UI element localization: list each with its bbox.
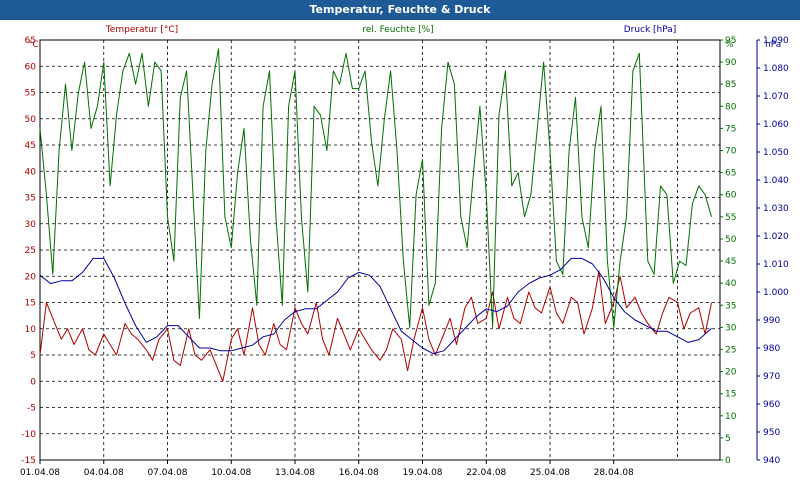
- series-line-pressure: [39, 257, 712, 355]
- tick-label-middle: 15: [725, 390, 736, 400]
- tick-label-right: 1.050: [763, 148, 789, 158]
- tick-label-left: 5: [30, 351, 36, 361]
- x-axis: 01.04.08 04.04.08 07.04.08 10.04.08 13.04.08…: [20, 460, 634, 478]
- tick-label-left: 15: [25, 299, 36, 309]
- tick-label-right: 1.010: [763, 260, 789, 270]
- tick-label-left: 60: [25, 62, 37, 72]
- tick-label-left: 55: [25, 89, 36, 99]
- tick-label-right: 1.020: [763, 232, 789, 242]
- tick-label-middle: 30: [725, 323, 737, 333]
- window-title: Temperatur, Feuchte & Druck: [0, 0, 800, 20]
- axis-right: 1.090 1.080 1.070 1.060 1.050 1.040 1.030 1.020…: [756, 36, 789, 466]
- tick-label-x: 04.04.08: [84, 468, 124, 478]
- tick-label-middle: 35: [725, 301, 736, 311]
- tick-label-middle: 75: [725, 124, 736, 134]
- tick-label-right: 1.090: [763, 36, 789, 46]
- tick-label-middle: 25: [725, 345, 736, 355]
- tick-label-middle: 60: [725, 191, 737, 201]
- tick-label-left: -15: [21, 456, 36, 466]
- axis-unit-left: °C: [28, 40, 39, 50]
- tick-label-right: 970: [763, 372, 780, 382]
- tick-label-left: -5: [27, 404, 36, 414]
- tick-label-x: 19.04.08: [402, 468, 442, 478]
- tick-label-x: 16.04.08: [339, 468, 379, 478]
- series-line-temperature: [39, 270, 712, 382]
- grid: [40, 40, 720, 460]
- tick-label-middle: 55: [725, 213, 736, 223]
- tick-label-left: 30: [25, 220, 37, 230]
- tick-label-right: 980: [763, 344, 780, 354]
- tick-label-middle: 20: [725, 368, 737, 378]
- tick-label-middle: 65: [725, 169, 736, 179]
- tick-label-left: 45: [25, 141, 36, 151]
- tick-label-right: 1.080: [763, 64, 789, 74]
- tick-label-left: 20: [25, 272, 37, 282]
- axis-unit-middle: %: [725, 40, 734, 50]
- tick-label-x: 10.04.08: [211, 468, 251, 478]
- series-label-humidity: rel. Feuchte [%]: [362, 25, 433, 35]
- tick-label-x: 07.04.08: [147, 468, 187, 478]
- tick-label-left: 50: [25, 115, 37, 125]
- tick-label-left: -10: [21, 430, 36, 440]
- tick-label-right: 1.060: [763, 120, 789, 130]
- tick-label-middle: 80: [725, 102, 737, 112]
- tick-label-middle: 70: [725, 147, 737, 157]
- tick-label-left: 0: [30, 377, 36, 387]
- tick-label-right: 1.030: [763, 204, 789, 214]
- tick-label-x: 01.04.08: [20, 468, 60, 478]
- tick-label-middle: 95: [725, 36, 736, 46]
- series-label-temperature: Temperatur [°C]: [105, 25, 178, 35]
- tick-label-middle: 90: [725, 58, 737, 68]
- tick-label-x: 28.04.08: [594, 468, 634, 478]
- tick-label-left: 40: [25, 167, 37, 177]
- tick-label-right: 1.070: [763, 92, 789, 102]
- series-group: [39, 48, 712, 382]
- tick-label-middle: 40: [725, 279, 737, 289]
- tick-label-x: 25.04.08: [530, 468, 570, 478]
- tick-label-middle: 0: [725, 456, 731, 466]
- tick-label-middle: 85: [725, 80, 736, 90]
- tick-label-x: 13.04.08: [275, 468, 315, 478]
- series-label-pressure: Druck [hPa]: [624, 25, 677, 35]
- tick-label-middle: 45: [725, 257, 736, 267]
- tick-label-right: 1.040: [763, 176, 789, 186]
- tick-label-left: 35: [25, 194, 36, 204]
- tick-label-right: 1.000: [763, 288, 789, 298]
- tick-label-middle: 50: [725, 235, 737, 245]
- series-line-humidity: [39, 48, 712, 328]
- tick-label-right: 950: [763, 428, 780, 438]
- tick-label-left: 65: [25, 36, 36, 46]
- tick-label-right: 940: [763, 456, 780, 466]
- axis-unit-right: hPa: [765, 40, 781, 50]
- tick-label-right: 990: [763, 316, 780, 326]
- tick-label-middle: 5: [725, 434, 731, 444]
- tick-label-middle: 10: [725, 412, 737, 422]
- tick-label-left: 25: [25, 246, 36, 256]
- tick-label-x: 22.04.08: [466, 468, 506, 478]
- tick-label-right: 960: [763, 400, 780, 410]
- tick-label-left: 10: [25, 325, 37, 335]
